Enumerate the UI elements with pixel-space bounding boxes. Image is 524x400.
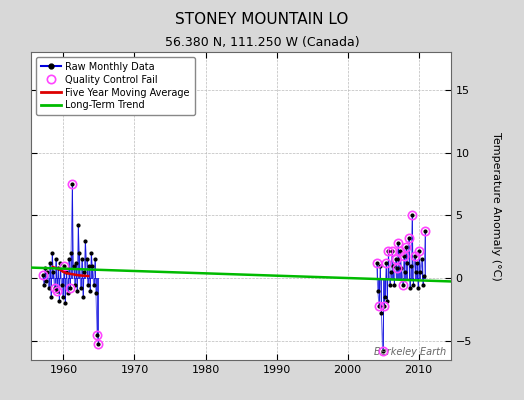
Text: STONEY MOUNTAIN LO: STONEY MOUNTAIN LO <box>176 12 348 27</box>
Text: Berkeley Earth: Berkeley Earth <box>374 347 446 357</box>
Y-axis label: Temperature Anomaly (°C): Temperature Anomaly (°C) <box>492 132 501 280</box>
Legend: Raw Monthly Data, Quality Control Fail, Five Year Moving Average, Long-Term Tren: Raw Monthly Data, Quality Control Fail, … <box>36 57 195 115</box>
Text: 56.380 N, 111.250 W (Canada): 56.380 N, 111.250 W (Canada) <box>165 36 359 49</box>
